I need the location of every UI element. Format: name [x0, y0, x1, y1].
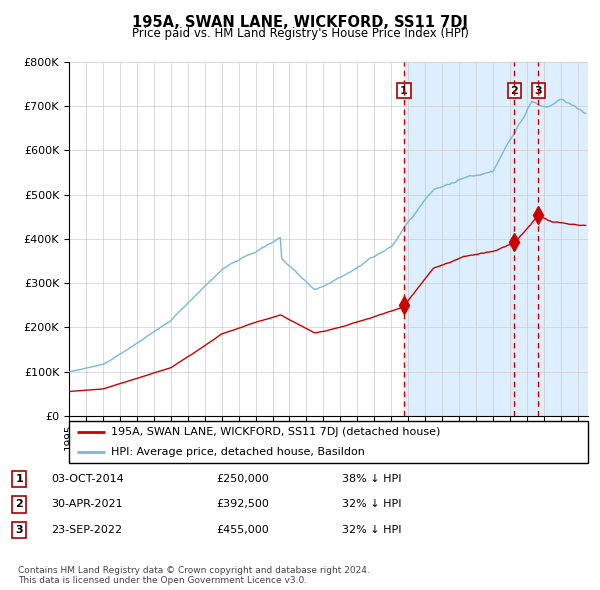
Text: 3: 3 [16, 525, 23, 535]
Text: 1: 1 [400, 86, 408, 96]
Text: 38% ↓ HPI: 38% ↓ HPI [342, 474, 401, 484]
Text: 195A, SWAN LANE, WICKFORD, SS11 7DJ: 195A, SWAN LANE, WICKFORD, SS11 7DJ [132, 15, 468, 30]
Text: 1: 1 [16, 474, 23, 484]
Text: £250,000: £250,000 [216, 474, 269, 484]
Text: 23-SEP-2022: 23-SEP-2022 [51, 525, 122, 535]
Text: 195A, SWAN LANE, WICKFORD, SS11 7DJ (detached house): 195A, SWAN LANE, WICKFORD, SS11 7DJ (det… [110, 427, 440, 437]
Text: 30-APR-2021: 30-APR-2021 [51, 500, 122, 509]
Text: 3: 3 [535, 86, 542, 96]
Text: 32% ↓ HPI: 32% ↓ HPI [342, 525, 401, 535]
FancyBboxPatch shape [69, 421, 588, 463]
Text: HPI: Average price, detached house, Basildon: HPI: Average price, detached house, Basi… [110, 447, 364, 457]
Text: £392,500: £392,500 [216, 500, 269, 509]
Text: Contains HM Land Registry data © Crown copyright and database right 2024.
This d: Contains HM Land Registry data © Crown c… [18, 566, 370, 585]
Text: 03-OCT-2014: 03-OCT-2014 [51, 474, 124, 484]
Bar [404, 62, 588, 416]
Text: 32% ↓ HPI: 32% ↓ HPI [342, 500, 401, 509]
Text: Price paid vs. HM Land Registry's House Price Index (HPI): Price paid vs. HM Land Registry's House … [131, 27, 469, 40]
Text: 2: 2 [16, 500, 23, 509]
Text: 2: 2 [511, 86, 518, 96]
Text: £455,000: £455,000 [216, 525, 269, 535]
